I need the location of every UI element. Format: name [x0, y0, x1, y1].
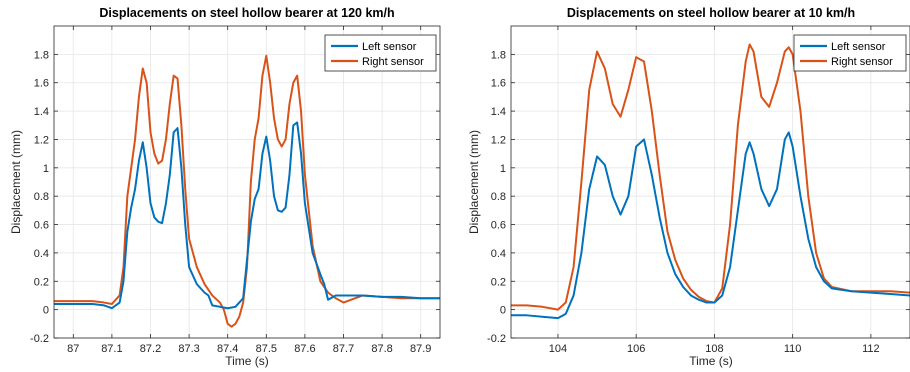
legend-label-left-sensor: Left sensor: [362, 41, 417, 53]
x-tick-label-10kmh: 106: [627, 343, 645, 355]
series-line-right-sensor-120kmh: [54, 54, 440, 328]
x-tick-label-120kmh: 87.1: [101, 343, 122, 355]
y-tick-label-10kmh: 0.8: [491, 191, 506, 203]
y-tick-label-10kmh: 1.4: [491, 106, 506, 118]
y-tick-label-120kmh: 1.4: [34, 106, 49, 118]
x-tick-label-120kmh: 87.8: [371, 343, 392, 355]
x-tick-label-120kmh: 87.5: [256, 343, 277, 355]
x-tick-label-120kmh: 87.9: [410, 343, 431, 355]
legend-10kmh: Left sensor Right sensor: [793, 34, 907, 72]
legend-label-right-sensor: Right sensor: [831, 56, 893, 68]
legend-label-left-sensor: Left sensor: [831, 41, 886, 53]
series-layer-120kmh: [54, 54, 440, 328]
series-line-left-sensor-120kmh: [54, 121, 440, 310]
y-tick-label-10kmh: 0.4: [491, 248, 506, 260]
chart-title-120kmh: Displacements on steel hollow bearer at …: [99, 6, 394, 20]
chart-title-10kmh: Displacements on steel hollow bearer at …: [567, 6, 855, 20]
y-axis-label-10kmh: Displacement (mm): [467, 130, 481, 234]
plot-area-120kmh: [54, 26, 440, 338]
y-tick-label-10kmh: 1.8: [491, 49, 506, 61]
y-axis-label-120kmh: Displacement (mm): [9, 130, 23, 234]
series-line-left-sensor-10kmh: [511, 131, 910, 320]
x-tick-label-10kmh: 108: [705, 343, 723, 355]
legend-120kmh: Left sensor Right sensor: [324, 34, 437, 72]
x-tick-label-120kmh: 87.2: [140, 343, 161, 355]
y-tick-label-10kmh: 0.6: [491, 220, 506, 232]
y-tick-label-120kmh: -0.2: [30, 333, 49, 345]
x-tick-label-120kmh: 87.3: [178, 343, 199, 355]
ticks-120kmh: 87 87.1 87.2 87.3 87.4 87.5 87.6 87.7 87.8 87.9 -0…: [30, 26, 440, 355]
plot-area-10kmh: [511, 26, 910, 338]
x-tick-label-120kmh: 87.6: [294, 343, 315, 355]
x-tick-label-120kmh: 87.4: [217, 343, 238, 355]
y-tick-label-10kmh: 0.2: [491, 276, 506, 288]
chart-10kmh: Displacements on steel hollow bearer at …: [467, 6, 910, 368]
axes-box-10kmh: [510, 25, 910, 339]
y-tick-label-120kmh: 0.4: [34, 248, 49, 260]
y-tick-label-10kmh: 1: [500, 163, 506, 175]
axes-box-120kmh: [53, 25, 441, 339]
series-line-right-sensor-10kmh: [511, 43, 910, 311]
x-tick-label-120kmh: 87.7: [333, 343, 354, 355]
x-axis-label-10kmh: Time (s): [689, 354, 733, 368]
legend-box-10kmh: [793, 34, 907, 72]
ticks-10kmh: 104 106 108 110 112 -0.2 0 0.2 0.4 0.6 0.8 1 1.2 1.4 1…: [487, 26, 910, 355]
x-axis-label-120kmh: Time (s): [225, 354, 269, 368]
y-tick-label-120kmh: 1.2: [34, 134, 49, 146]
y-tick-label-120kmh: 1: [43, 163, 49, 175]
y-tick-label-120kmh: 0.2: [34, 276, 49, 288]
x-tick-label-10kmh: 110: [784, 343, 802, 355]
legend-label-right-sensor: Right sensor: [362, 56, 424, 68]
y-tick-label-120kmh: 1.6: [34, 78, 49, 90]
chart-120kmh: Displacements on steel hollow bearer at …: [9, 6, 441, 368]
x-tick-label-10kmh: 112: [862, 343, 880, 355]
y-tick-label-10kmh: 1.2: [491, 134, 506, 146]
y-tick-label-120kmh: 0.8: [34, 191, 49, 203]
y-tick-label-10kmh: 0: [500, 305, 506, 317]
y-tick-label-10kmh: 1.6: [491, 78, 506, 90]
y-tick-label-120kmh: 0.6: [34, 220, 49, 232]
x-tick-label-120kmh: 87: [67, 343, 79, 355]
legend-box-120kmh: [324, 34, 437, 72]
series-layer-10kmh: [511, 43, 910, 320]
y-tick-label-120kmh: 1.8: [34, 49, 49, 61]
y-tick-label-120kmh: 0: [43, 305, 49, 317]
x-tick-label-10kmh: 104: [549, 343, 567, 355]
y-tick-label-10kmh: -0.2: [487, 333, 506, 345]
